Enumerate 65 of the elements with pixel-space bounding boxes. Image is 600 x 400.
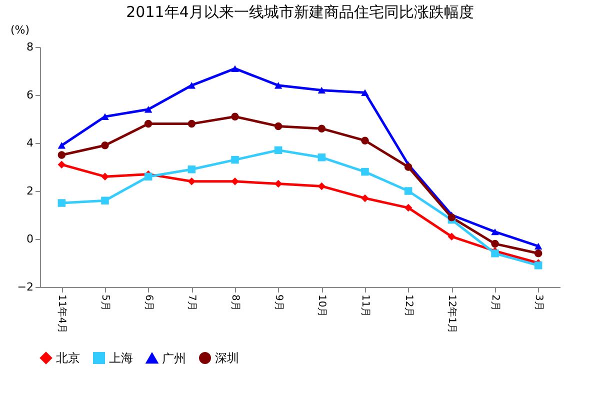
- point: [404, 187, 412, 195]
- point: [58, 160, 66, 168]
- point: [144, 106, 152, 113]
- x-tick-label: 11月: [360, 294, 370, 318]
- point: [318, 124, 326, 132]
- x-tick-label: 5月: [100, 294, 110, 311]
- point: [318, 154, 326, 162]
- point: [534, 242, 542, 250]
- x-tick-label: 11年4月: [56, 294, 68, 334]
- point: [274, 122, 282, 130]
- x-tick-label: 10月: [316, 294, 328, 318]
- point: [361, 89, 369, 96]
- point: [534, 250, 542, 258]
- x-tick-label: 8月: [230, 294, 240, 311]
- x-tick-label: 6月: [142, 294, 154, 311]
- y-tick-label: 2: [26, 184, 34, 198]
- point: [101, 196, 109, 204]
- point: [58, 199, 66, 207]
- point: [318, 182, 326, 190]
- x-tick-label: 2月: [490, 294, 500, 311]
- point: [404, 204, 412, 212]
- point: [58, 142, 66, 149]
- x-tick-label: 3月: [532, 294, 544, 311]
- point: [274, 82, 282, 89]
- point: [188, 82, 196, 89]
- point: [534, 262, 542, 270]
- point: [101, 142, 109, 150]
- point: [58, 151, 66, 159]
- chart-title: 2011年4月以来一线城市新建商品住宅同比涨跌幅度: [126, 3, 474, 21]
- point: [231, 156, 239, 164]
- point: [448, 214, 456, 222]
- y-axis-title: (%): [10, 24, 30, 36]
- legend-label: 广州: [162, 351, 186, 366]
- point: [144, 120, 152, 128]
- legend-label: 深圳: [215, 351, 239, 365]
- point: [231, 178, 239, 186]
- y-tick-label: 8: [26, 40, 34, 54]
- point: [318, 86, 326, 94]
- point: [491, 250, 499, 258]
- point: [491, 228, 499, 236]
- x-tick-label: 12年1月: [446, 294, 458, 334]
- point: [101, 113, 109, 120]
- point: [188, 120, 196, 128]
- point: [144, 172, 152, 180]
- point: [274, 146, 282, 154]
- legend-label: 北京: [56, 351, 80, 365]
- point: [188, 166, 196, 174]
- y-tick-label: 4: [26, 136, 34, 150]
- point: [274, 180, 282, 188]
- x-tick-label: 12月: [402, 294, 414, 318]
- point: [361, 136, 369, 144]
- x-tick-label: 7月: [186, 294, 198, 311]
- point: [231, 112, 239, 120]
- point: [404, 163, 412, 171]
- point: [231, 65, 239, 72]
- point: [361, 168, 369, 176]
- point: [491, 240, 499, 248]
- point: [101, 172, 109, 180]
- x-tick-label: 9月: [272, 294, 284, 311]
- y-tick-label: −2: [17, 280, 34, 294]
- point: [361, 194, 369, 202]
- y-tick-label: 6: [26, 88, 34, 102]
- point: [448, 232, 456, 240]
- legend-label: 上海: [109, 351, 133, 365]
- y-tick-label: 0: [26, 232, 34, 246]
